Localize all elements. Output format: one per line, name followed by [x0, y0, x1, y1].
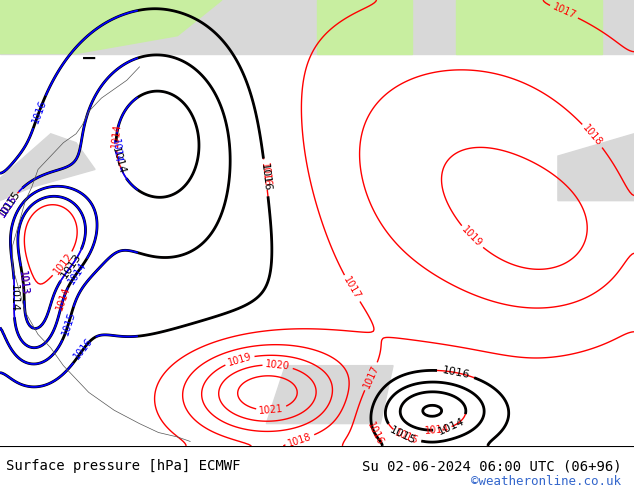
- Text: 1015: 1015: [394, 428, 420, 446]
- Text: 1014: 1014: [110, 138, 123, 164]
- Polygon shape: [317, 0, 412, 53]
- Text: 1017: 1017: [551, 2, 578, 21]
- Text: 1014: 1014: [66, 260, 88, 286]
- Text: 1017: 1017: [342, 275, 363, 301]
- Polygon shape: [0, 134, 95, 201]
- Text: 1014: 1014: [437, 416, 467, 437]
- Text: 1015: 1015: [0, 193, 20, 219]
- Text: Surface pressure [hPa] ECMWF: Surface pressure [hPa] ECMWF: [6, 459, 241, 473]
- Text: 1017: 1017: [361, 363, 380, 390]
- Polygon shape: [0, 0, 634, 53]
- Text: 1016: 1016: [259, 163, 273, 192]
- Text: 1014: 1014: [424, 424, 450, 436]
- Text: 1015: 1015: [0, 193, 20, 219]
- Text: 1013: 1013: [17, 270, 30, 296]
- Text: 1016: 1016: [441, 365, 470, 380]
- Text: 1014: 1014: [55, 285, 72, 312]
- Text: 1015: 1015: [0, 189, 23, 217]
- Text: 1014: 1014: [110, 123, 123, 148]
- Text: 1014: 1014: [110, 146, 127, 176]
- Text: −: −: [81, 49, 97, 68]
- Text: 1015: 1015: [60, 310, 77, 337]
- Text: 1018: 1018: [581, 123, 604, 148]
- Text: 1016: 1016: [365, 421, 385, 447]
- Text: 1012: 1012: [51, 251, 75, 277]
- Text: 1013: 1013: [60, 251, 84, 280]
- Text: 1014: 1014: [9, 284, 19, 312]
- Text: 1016: 1016: [30, 98, 48, 125]
- Text: ©weatheronline.co.uk: ©weatheronline.co.uk: [471, 475, 621, 488]
- Text: Su 02-06-2024 06:00 UTC (06+96): Su 02-06-2024 06:00 UTC (06+96): [361, 459, 621, 473]
- Text: 1016: 1016: [72, 336, 95, 362]
- Polygon shape: [266, 366, 393, 423]
- Polygon shape: [558, 134, 634, 201]
- Polygon shape: [0, 0, 222, 53]
- Text: 1021: 1021: [259, 404, 284, 416]
- Text: 1016: 1016: [259, 162, 272, 187]
- Text: 1013: 1013: [17, 270, 30, 296]
- Text: 1018: 1018: [287, 431, 313, 448]
- Text: 1015: 1015: [389, 425, 418, 446]
- Polygon shape: [456, 0, 602, 53]
- Text: 1019: 1019: [460, 225, 484, 249]
- Text: 1019: 1019: [226, 351, 253, 368]
- Text: 1020: 1020: [265, 359, 290, 371]
